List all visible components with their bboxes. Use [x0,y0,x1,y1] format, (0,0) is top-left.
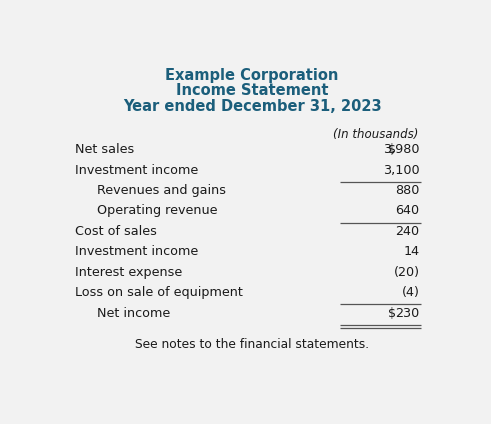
Text: Income Statement: Income Statement [176,83,328,98]
Text: Investment income: Investment income [75,245,198,258]
Text: (4): (4) [402,286,419,299]
Text: $: $ [388,307,396,320]
Text: (20): (20) [393,266,419,279]
Text: Operating revenue: Operating revenue [97,204,218,218]
Text: Loss on sale of equipment: Loss on sale of equipment [75,286,243,299]
Text: 230: 230 [395,307,419,320]
Text: Example Corporation: Example Corporation [165,68,339,83]
Text: 240: 240 [395,225,419,238]
Text: 14: 14 [403,245,419,258]
Text: Investment income: Investment income [75,164,198,177]
Text: (In thousands): (In thousands) [332,128,418,141]
Text: 880: 880 [395,184,419,197]
Text: Net income: Net income [97,307,170,320]
Text: 640: 640 [395,204,419,218]
Text: Year ended December 31, 2023: Year ended December 31, 2023 [123,99,382,114]
Text: 3,100: 3,100 [383,164,419,177]
Text: Revenues and gains: Revenues and gains [97,184,226,197]
Text: Net sales: Net sales [75,143,135,156]
Text: 3,980: 3,980 [383,143,419,156]
Text: $: $ [388,143,396,156]
Text: See notes to the financial statements.: See notes to the financial statements. [135,338,369,351]
Text: Interest expense: Interest expense [75,266,183,279]
Text: Cost of sales: Cost of sales [75,225,157,238]
